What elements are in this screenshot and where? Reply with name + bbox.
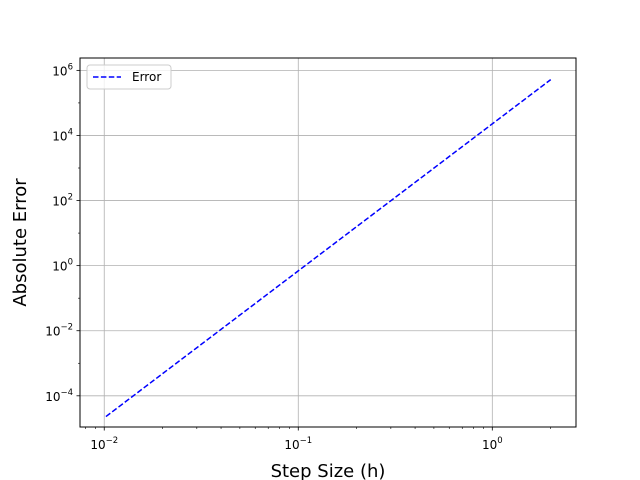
legend: Error (86, 64, 172, 90)
x-tick-label: 10−2 (90, 436, 118, 452)
y-axis-ticks: 10−4 10−2 100 102 104 106 (45, 62, 80, 404)
y-axis-label: Absolute Error (10, 178, 31, 307)
y-tick-label: 106 (52, 62, 73, 78)
x-tick-label: 100 (482, 436, 503, 452)
series-line-error (105, 79, 552, 418)
y-tick-label: 10−2 (45, 323, 73, 339)
y-tick-label: 10−4 (45, 388, 73, 404)
y-tick-label: 102 (52, 193, 73, 209)
x-axis-ticks: 10−2 10−1 100 (90, 427, 503, 452)
series-layer (105, 79, 552, 418)
x-axis-label: Step Size (h) (271, 461, 386, 480)
y-tick-label: 104 (52, 127, 73, 143)
minor-ticks (78, 102, 552, 429)
legend-box (86, 64, 172, 90)
x-tick-label: 10−1 (284, 436, 312, 452)
plot-frame (79, 57, 577, 428)
plot-area (80, 58, 576, 427)
legend-label-error: Error (132, 70, 161, 84)
y-tick-label: 100 (52, 258, 73, 274)
